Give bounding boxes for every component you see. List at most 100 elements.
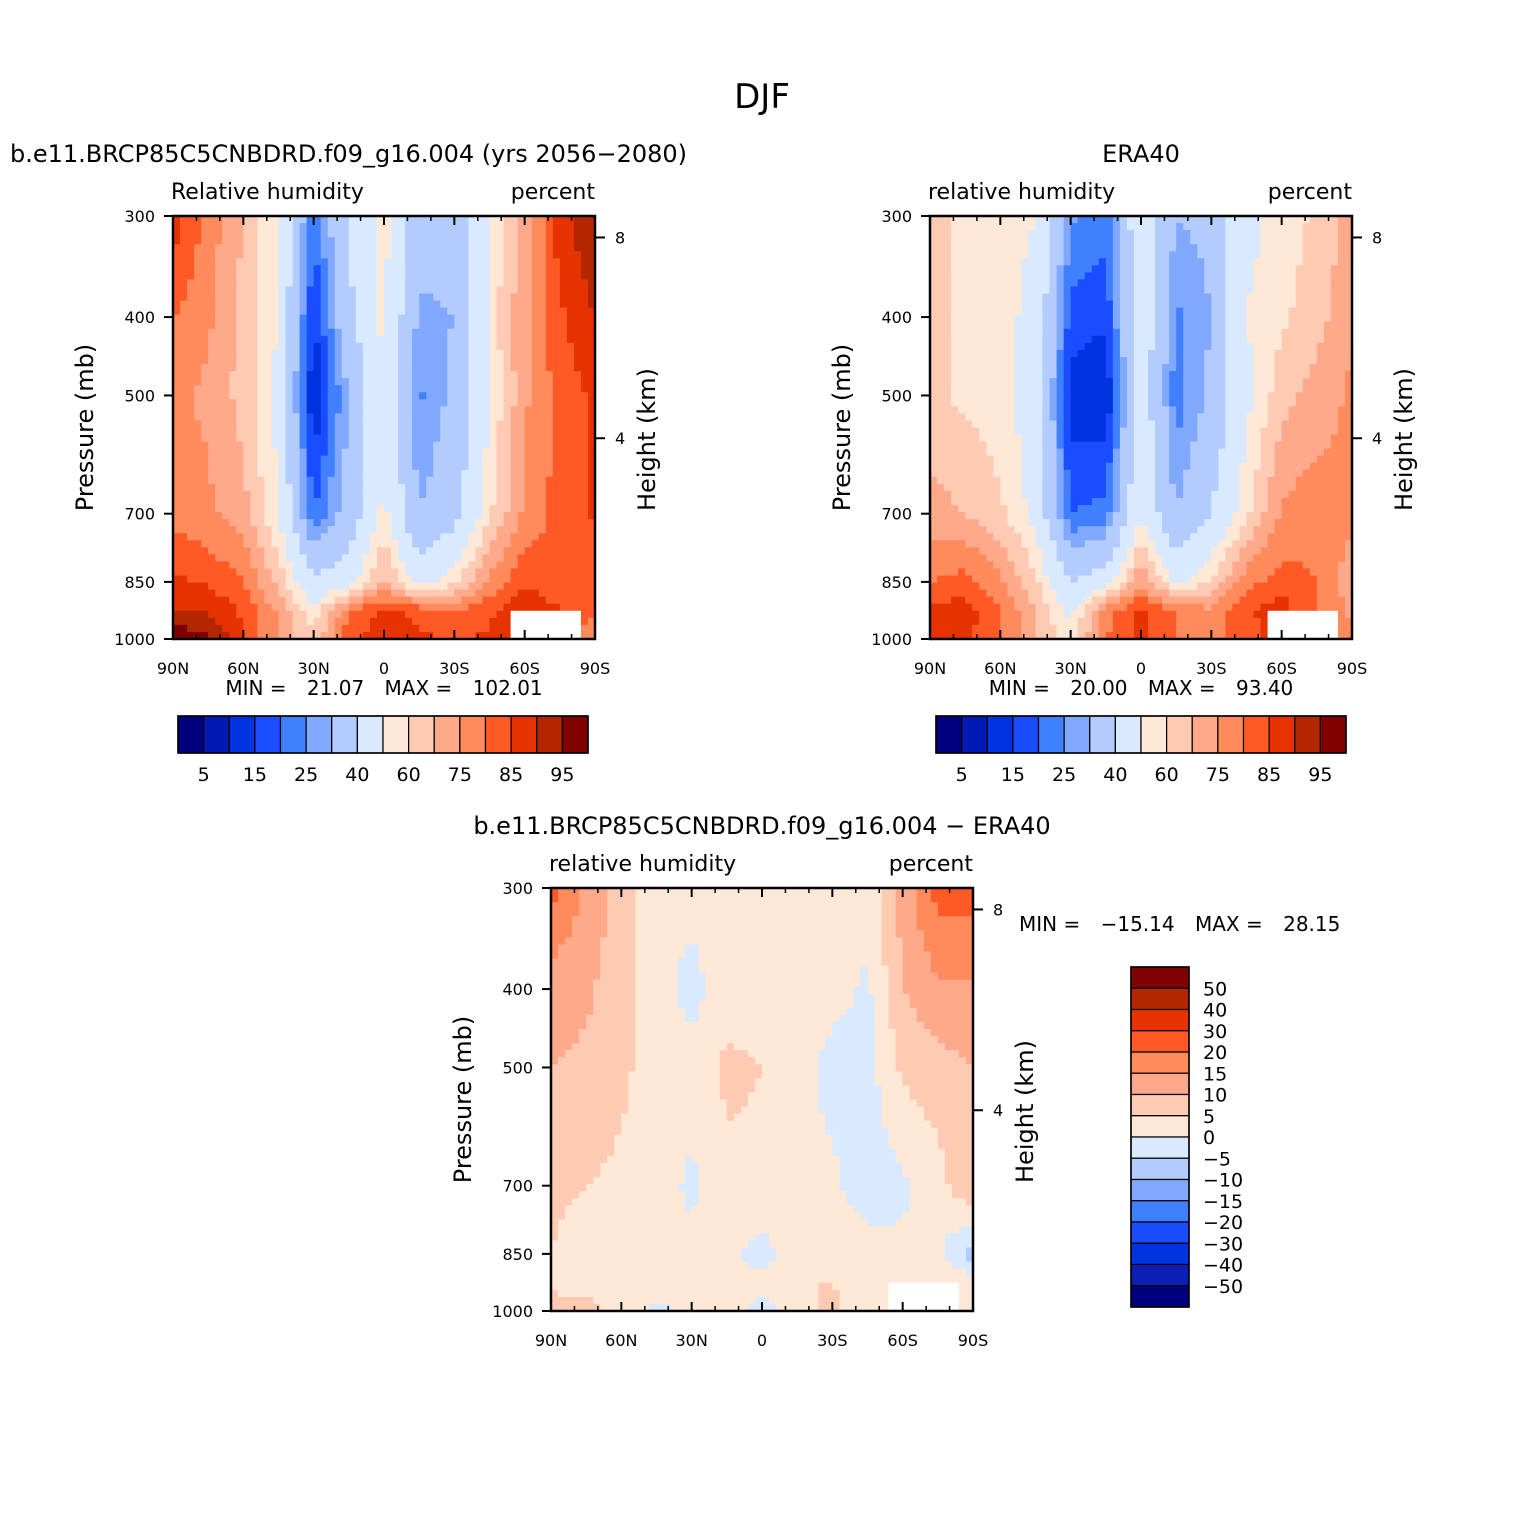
heatmap-cell xyxy=(194,455,202,464)
heatmap-cell xyxy=(517,335,526,344)
heatmap-cell xyxy=(1281,293,1290,302)
heatmap-cell xyxy=(412,427,420,436)
heatmap-cell xyxy=(475,519,484,527)
heatmap-cell xyxy=(369,498,378,506)
heatmap-cell xyxy=(1091,300,1100,309)
heatmap-cell xyxy=(398,371,406,379)
heatmap-cell xyxy=(461,321,469,330)
heatmap-cell xyxy=(215,223,223,231)
heatmap-cell xyxy=(348,328,357,337)
heatmap-cell xyxy=(1098,251,1107,259)
heatmap-cell xyxy=(398,624,406,633)
heatmap-cell xyxy=(573,483,582,492)
heatmap-cell xyxy=(552,378,561,386)
heatmap-cell xyxy=(531,272,540,281)
heatmap-cell xyxy=(1091,321,1100,330)
heatmap-cell xyxy=(243,624,251,633)
heatmap-cell xyxy=(384,335,392,344)
heatmap-cell xyxy=(496,230,505,238)
heatmap-cell xyxy=(243,335,251,344)
heatmap-cell xyxy=(271,589,280,598)
heatmap-cell xyxy=(250,321,258,330)
heatmap-cell xyxy=(468,272,477,281)
heatmap-cell xyxy=(257,505,266,513)
heatmap-cell xyxy=(475,279,484,288)
heatmap-cell xyxy=(482,469,491,478)
heatmap-cell xyxy=(930,314,938,323)
heatmap-cell xyxy=(538,476,547,485)
heatmap-cell xyxy=(229,314,237,323)
heatmap-cell xyxy=(475,364,484,372)
heatmap-cell xyxy=(369,617,378,626)
heatmap-cell xyxy=(180,385,188,393)
heatmap-cell xyxy=(1190,279,1198,288)
heatmap-cell xyxy=(320,490,329,499)
heatmap-cell xyxy=(538,392,547,400)
heatmap-cell xyxy=(531,321,540,330)
heatmap-cell xyxy=(496,561,505,570)
heatmap-cell xyxy=(538,462,547,471)
heatmap-cell xyxy=(587,476,596,485)
heatmap-cell xyxy=(426,357,434,365)
heatmap-cell xyxy=(369,462,378,471)
heatmap-cell xyxy=(1000,349,1008,358)
heatmap-cell xyxy=(1007,258,1015,266)
heatmap-cell xyxy=(250,314,258,323)
heatmap-cell xyxy=(489,223,498,231)
heatmap-cell xyxy=(215,385,223,393)
heatmap-cell xyxy=(1330,258,1339,266)
heatmap-cell xyxy=(222,307,230,316)
heatmap-cell xyxy=(271,230,280,238)
heatmap-cell xyxy=(566,455,575,464)
heatmap-cell xyxy=(944,216,952,224)
heatmap-cell xyxy=(215,448,223,457)
heatmap-cell xyxy=(531,265,540,273)
heatmap-cell xyxy=(285,216,294,224)
heatmap-cell xyxy=(580,413,589,422)
heatmap-cell xyxy=(250,469,258,478)
heatmap-cell xyxy=(580,469,589,478)
heatmap-cell xyxy=(468,476,477,485)
heatmap-cell xyxy=(362,237,371,245)
heatmap-cell xyxy=(1063,321,1072,330)
heatmap-cell xyxy=(180,272,188,281)
heatmap-cell xyxy=(468,540,477,548)
heatmap-cell xyxy=(369,455,378,464)
heatmap-cell xyxy=(292,519,301,527)
heatmap-cell xyxy=(384,286,392,295)
heatmap-cell xyxy=(503,406,512,414)
heatmap-cell xyxy=(545,483,554,492)
heatmap-cell xyxy=(972,335,980,344)
heatmap-cell xyxy=(531,328,540,337)
heatmap-cell xyxy=(173,575,181,584)
heatmap-cell xyxy=(405,342,413,351)
heatmap-cell xyxy=(426,258,434,266)
heatmap-cell xyxy=(1302,237,1311,245)
heatmap-cell xyxy=(440,483,448,492)
heatmap-cell xyxy=(1077,258,1086,266)
heatmap-cell xyxy=(1119,335,1128,344)
heatmap-cell xyxy=(545,378,554,386)
heatmap-cell xyxy=(215,540,223,548)
heatmap-cell xyxy=(1035,286,1044,295)
heatmap-cell xyxy=(1337,230,1346,238)
heatmap-cell xyxy=(419,476,427,485)
heatmap-cell xyxy=(1183,349,1191,358)
heatmap-cell xyxy=(587,279,596,288)
heatmap-cell xyxy=(1126,237,1135,245)
heatmap-cell xyxy=(587,631,596,640)
heatmap-cell xyxy=(1330,286,1339,295)
heatmap-cell xyxy=(285,307,294,316)
heatmap-cell xyxy=(482,335,491,344)
heatmap-cell xyxy=(461,610,469,619)
heatmap-cell xyxy=(993,349,1001,358)
heatmap-cell xyxy=(173,617,181,626)
heatmap-cell xyxy=(1330,216,1339,224)
heatmap-cell xyxy=(257,230,266,238)
heatmap-cell xyxy=(559,349,568,358)
heatmap-cell xyxy=(573,519,582,527)
heatmap-cell xyxy=(468,321,477,330)
heatmap-cell xyxy=(461,624,469,633)
heatmap-cell xyxy=(384,265,392,273)
heatmap-cell xyxy=(1267,230,1276,238)
